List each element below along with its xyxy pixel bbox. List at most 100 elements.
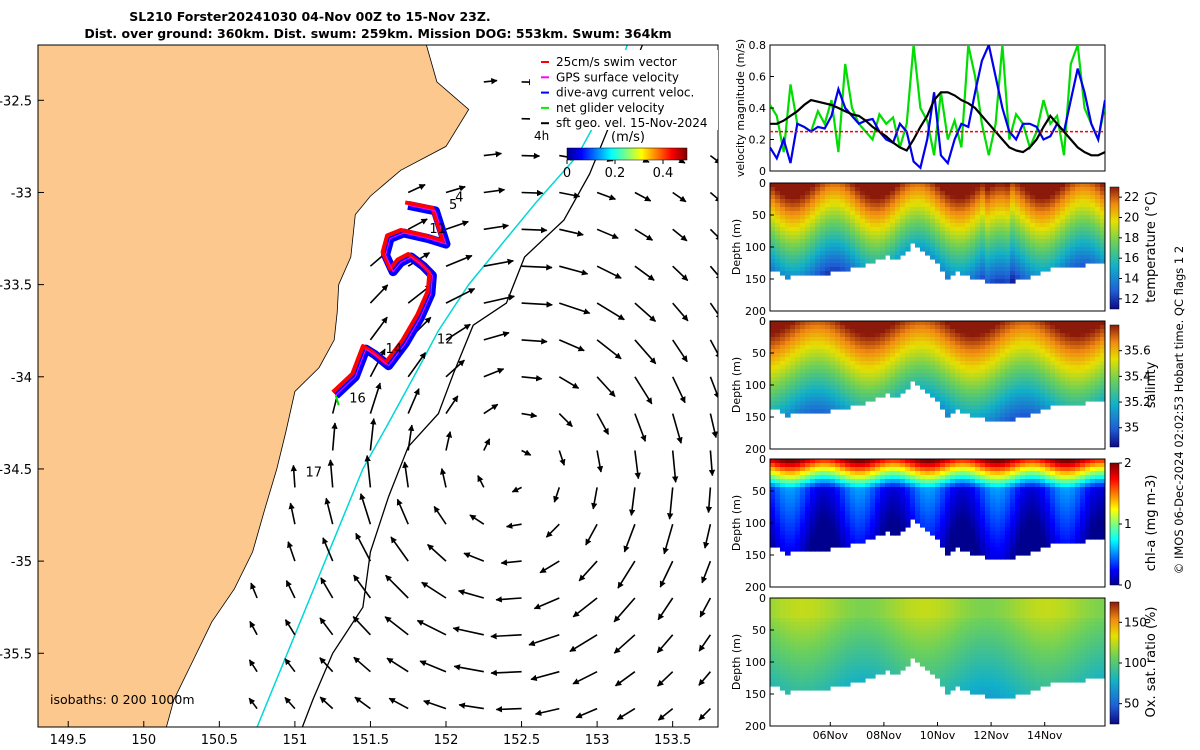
section-y-tick-label: 50 bbox=[752, 347, 766, 360]
section-cell bbox=[830, 471, 836, 476]
section-cell bbox=[825, 267, 831, 272]
section-cell bbox=[950, 547, 956, 552]
section-cell bbox=[975, 195, 981, 200]
geo-velocity-arrow bbox=[634, 450, 641, 480]
section-cell bbox=[790, 654, 796, 659]
section-cell bbox=[870, 463, 876, 468]
section-cell bbox=[775, 666, 781, 671]
track-gps-surface bbox=[335, 204, 447, 396]
section-cell bbox=[1080, 401, 1086, 406]
section-cell bbox=[1045, 483, 1051, 488]
section-cell bbox=[945, 369, 951, 374]
section-cell bbox=[1020, 357, 1026, 362]
section-cell bbox=[900, 365, 906, 370]
section-cell bbox=[980, 409, 986, 414]
section-cell bbox=[800, 211, 806, 216]
section-cell bbox=[810, 471, 816, 476]
section-cell bbox=[905, 231, 911, 236]
section-cell bbox=[800, 626, 806, 631]
section-cell bbox=[985, 393, 991, 398]
section-cell bbox=[915, 199, 921, 204]
section-cell bbox=[960, 219, 966, 224]
section-cell bbox=[880, 329, 886, 334]
section-cell bbox=[1045, 267, 1051, 272]
section-cell bbox=[780, 678, 786, 683]
section-cell bbox=[970, 349, 976, 354]
section-cell bbox=[1090, 487, 1096, 492]
section-cell bbox=[970, 535, 976, 540]
section-cell bbox=[960, 507, 966, 512]
section-cell bbox=[1010, 247, 1016, 252]
section-cell bbox=[1065, 491, 1071, 496]
geo-velocity-arrow bbox=[634, 228, 654, 241]
section-cell bbox=[1090, 523, 1096, 528]
section-cell bbox=[835, 223, 841, 228]
section-cell bbox=[1100, 187, 1105, 192]
section-cell bbox=[895, 491, 901, 496]
section-cell bbox=[955, 333, 961, 338]
section-cell bbox=[815, 361, 821, 366]
section-cell bbox=[810, 373, 816, 378]
section-cell bbox=[1000, 385, 1006, 390]
section-cell bbox=[1065, 333, 1071, 338]
section-cell bbox=[940, 527, 946, 532]
section-cell bbox=[1025, 227, 1031, 232]
section-cell bbox=[780, 255, 786, 260]
section-cell bbox=[1020, 389, 1026, 394]
section-cell bbox=[1030, 393, 1036, 398]
section-cell bbox=[1070, 341, 1076, 346]
section-cell bbox=[855, 511, 861, 516]
section-cell bbox=[920, 239, 926, 244]
section-cell bbox=[880, 393, 886, 398]
section-cell bbox=[1075, 263, 1081, 268]
section-cell bbox=[935, 491, 941, 496]
section-cell bbox=[870, 231, 876, 236]
section-cell bbox=[1095, 463, 1101, 468]
section-cell bbox=[1025, 337, 1031, 342]
section-cell bbox=[785, 321, 791, 326]
section-cell bbox=[795, 409, 801, 414]
section-cell bbox=[800, 235, 806, 240]
section-cell bbox=[950, 483, 956, 488]
section-cell bbox=[855, 459, 861, 464]
section-cell bbox=[1025, 325, 1031, 330]
section-cell bbox=[845, 357, 851, 362]
section-cell bbox=[780, 385, 786, 390]
section-cell bbox=[1010, 369, 1016, 374]
section-cell bbox=[810, 195, 816, 200]
section-cell bbox=[790, 598, 796, 603]
section-cell bbox=[1045, 235, 1051, 240]
section-cell bbox=[810, 654, 816, 659]
section-cell bbox=[1045, 231, 1051, 236]
section-cell bbox=[1045, 495, 1051, 500]
section-cell bbox=[1080, 471, 1086, 476]
section-cell bbox=[785, 341, 791, 346]
section-cell bbox=[880, 187, 886, 192]
section-cell bbox=[895, 239, 901, 244]
geo-velocity-arrow bbox=[575, 707, 598, 719]
section-cell bbox=[820, 377, 826, 382]
section-cell bbox=[910, 475, 916, 480]
section-cell bbox=[905, 459, 911, 464]
section-cell bbox=[945, 325, 951, 330]
section-cell bbox=[1030, 271, 1036, 276]
section-cell bbox=[930, 495, 936, 500]
section-cell bbox=[970, 523, 976, 528]
section-cell bbox=[925, 321, 931, 326]
section-cell bbox=[845, 329, 851, 334]
section-cell bbox=[785, 638, 791, 643]
section-cell bbox=[925, 377, 931, 382]
section-cell bbox=[1055, 251, 1061, 256]
section-cell bbox=[890, 475, 896, 480]
section-cell bbox=[820, 255, 826, 260]
section-cell bbox=[805, 626, 811, 631]
section-cell bbox=[900, 479, 906, 484]
section-cell bbox=[1075, 353, 1081, 358]
section-cell bbox=[1010, 463, 1016, 468]
section-cell bbox=[1075, 519, 1081, 524]
section-cell bbox=[1010, 341, 1016, 346]
section-cell bbox=[955, 349, 961, 354]
section-cell bbox=[890, 353, 896, 358]
section-cell bbox=[835, 325, 841, 330]
